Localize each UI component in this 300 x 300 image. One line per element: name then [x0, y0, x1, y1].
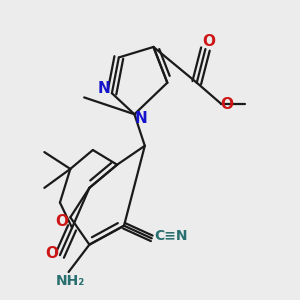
Text: N: N — [134, 111, 147, 126]
Text: O: O — [45, 246, 58, 261]
Text: O: O — [221, 98, 234, 112]
Text: O: O — [55, 214, 68, 229]
Text: C≡N: C≡N — [154, 229, 188, 243]
Text: O: O — [202, 34, 215, 49]
Text: N: N — [98, 81, 111, 96]
Text: NH₂: NH₂ — [56, 274, 85, 288]
